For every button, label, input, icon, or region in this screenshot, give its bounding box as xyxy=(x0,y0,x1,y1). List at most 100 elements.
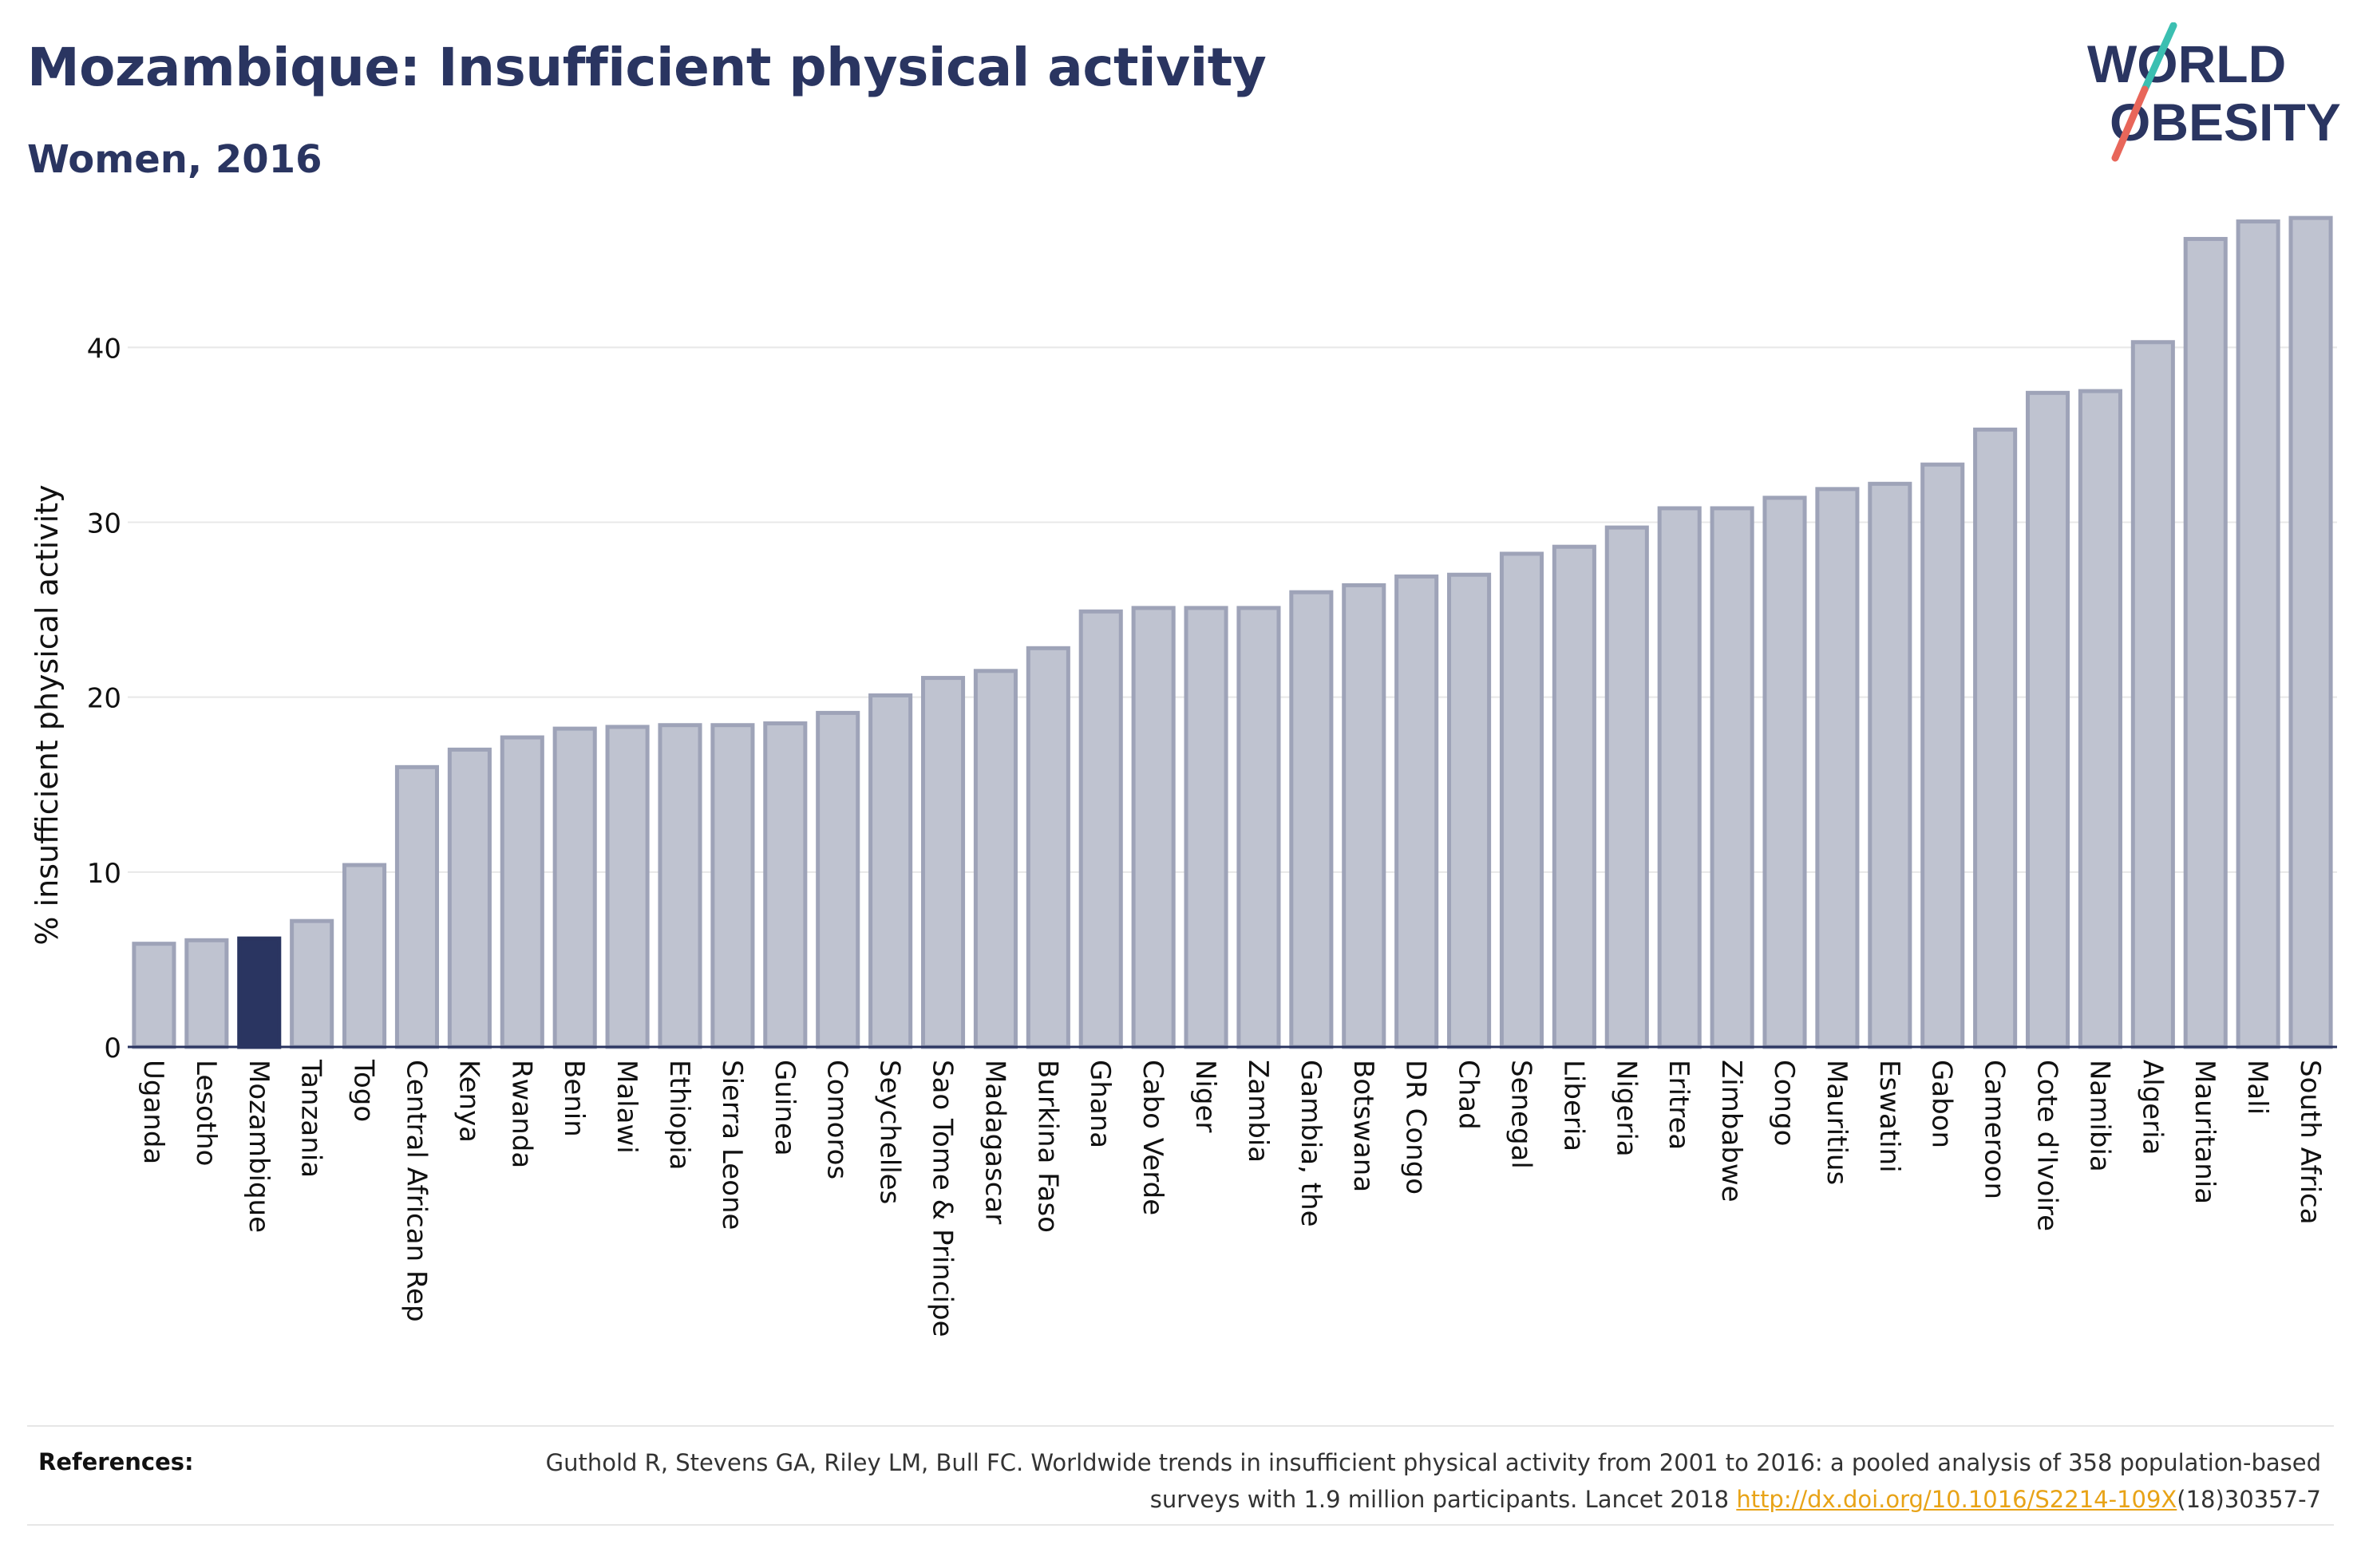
bar-kenya xyxy=(447,747,492,1049)
x-tick-label: Mozambique xyxy=(243,1060,275,1233)
bar-niger xyxy=(1184,606,1228,1049)
references-text: Guthold R, Stevens GA, Riley LM, Bull FC… xyxy=(485,1444,2321,1518)
x-tick-label: Rwanda xyxy=(505,1060,537,1168)
x-tick-label: Liberia xyxy=(1557,1060,1589,1151)
bar-burkina-faso xyxy=(1026,646,1070,1049)
y-tick-label: 10 xyxy=(87,858,121,890)
bar-chart: 0 10 20 30 40 Uganda Lesotho Mozambique Tanzani… xyxy=(30,215,2337,1337)
x-tick-label: Zambia xyxy=(1242,1060,1274,1163)
bar-gambia-the xyxy=(1289,590,1334,1049)
bar-zimbabwe xyxy=(1710,506,1754,1049)
x-tick-label: Nigeria xyxy=(1610,1060,1642,1157)
x-tick-label: Botswana xyxy=(1347,1060,1379,1192)
bar-mauritius xyxy=(1815,487,1860,1049)
bar-nigeria xyxy=(1604,525,1649,1049)
x-tick-label: Eritrea xyxy=(1663,1060,1695,1150)
y-tick-label: 20 xyxy=(87,683,121,715)
bar-sierra-leone xyxy=(710,723,755,1049)
bar-mozambique xyxy=(237,936,282,1049)
bar-rwanda xyxy=(500,735,544,1049)
x-tick-label: Togo xyxy=(348,1059,380,1122)
x-tick-label: Burkina Faso xyxy=(1031,1060,1063,1233)
x-tick-label: Sierra Leone xyxy=(716,1060,748,1230)
world-obesity-logo: WORLD OBESITY xyxy=(2087,22,2341,162)
bar-chad xyxy=(1447,572,1492,1049)
x-tick-label: Senegal xyxy=(1505,1060,1536,1169)
x-tick-label: Algeria xyxy=(2136,1060,2168,1155)
bar-eswatini xyxy=(1868,481,1912,1049)
bar-senegal xyxy=(1499,551,1544,1049)
bar-eritrea xyxy=(1657,506,1702,1049)
reference-citation: Guthold R, Stevens GA, Riley LM, Bull FC… xyxy=(545,1449,2321,1513)
bars xyxy=(132,215,2333,1049)
x-tick-label: Mauritius xyxy=(1821,1060,1853,1185)
logo-line1: WORLD xyxy=(2087,34,2286,93)
bar-zambia xyxy=(1236,606,1281,1049)
bar-congo xyxy=(1762,496,1807,1049)
x-tick-label: Chad xyxy=(1453,1060,1485,1130)
chart-subtitle: Women, 2016 xyxy=(27,137,322,182)
bar-cameroon xyxy=(1973,427,2018,1049)
x-tick-label: Zimbabwe xyxy=(1715,1060,1747,1203)
y-axis-label: % insufficient physical activity xyxy=(30,484,65,945)
bar-ghana xyxy=(1078,609,1123,1049)
bar-gabon xyxy=(1920,462,1965,1049)
y-tick-label: 0 xyxy=(104,1033,121,1064)
bar-tanzania xyxy=(290,918,334,1049)
x-tick-label: Cote d'Ivoire xyxy=(2031,1060,2063,1231)
x-tick-label: Malawi xyxy=(611,1060,643,1154)
bar-guinea xyxy=(763,721,808,1049)
bar-south-africa xyxy=(2288,215,2333,1049)
bar-madagascar xyxy=(973,669,1018,1049)
x-tick-label: Uganda xyxy=(137,1060,169,1164)
x-tick-label: Lesotho xyxy=(190,1060,222,1166)
x-tick-label: Madagascar xyxy=(979,1060,1010,1224)
bar-cote-d-ivoire xyxy=(2025,390,2070,1049)
y-tick-label: 40 xyxy=(87,333,121,365)
x-tick-label: Central African Rep xyxy=(400,1060,432,1322)
x-tick-label: Benin xyxy=(558,1060,590,1137)
bar-ethiopia xyxy=(658,723,702,1049)
bar-cabo-verde xyxy=(1131,606,1176,1049)
grid-lines xyxy=(128,346,2337,873)
logo-coral-slash xyxy=(2111,85,2149,162)
logo-teal-slash xyxy=(2141,22,2177,93)
x-tick-label: Namibia xyxy=(2083,1060,2115,1172)
x-tick-label: Mali xyxy=(2241,1060,2273,1115)
reference-citation-suffix: (18)30357-7 xyxy=(2177,1486,2321,1513)
bar-central-african-rep xyxy=(394,764,440,1049)
x-tick-label: Ghana xyxy=(1084,1060,1116,1148)
bar-togo xyxy=(342,863,387,1049)
x-tick-label: Cabo Verde xyxy=(1137,1060,1169,1215)
x-tick-label: Congo xyxy=(1768,1060,1800,1146)
bar-comoros xyxy=(816,710,860,1049)
x-tick-labels: Uganda Lesotho Mozambique Tanzania Togo Centr… xyxy=(137,1059,2326,1337)
x-tick-label: Guinea xyxy=(769,1060,801,1156)
x-tick-label: Tanzania xyxy=(295,1059,327,1178)
bar-botswana xyxy=(1342,583,1386,1049)
references-bottom-divider xyxy=(27,1524,2334,1526)
references-top-divider xyxy=(27,1425,2334,1427)
bar-algeria xyxy=(2130,340,2175,1049)
x-tick-label: Cameroon xyxy=(1979,1060,2011,1199)
bar-sao-tome-principe xyxy=(920,676,966,1049)
x-tick-label: Sao Tome & Principe xyxy=(927,1060,959,1337)
bar-uganda xyxy=(132,942,176,1049)
reference-doi-link[interactable]: http://dx.doi.org/10.1016/S2214-109X xyxy=(1736,1486,2177,1513)
references-label: References: xyxy=(38,1448,194,1475)
bar-lesotho xyxy=(184,938,229,1049)
x-tick-label: Comoros xyxy=(821,1060,853,1179)
chart-title: Mozambique: Insufficient physical activi… xyxy=(27,37,1267,98)
x-tick-label: Niger xyxy=(1189,1060,1221,1132)
x-tick-label: South Africa xyxy=(2294,1060,2326,1225)
x-tick-label: Gambia, the xyxy=(1295,1060,1327,1227)
y-tick-labels: 0 10 20 30 40 xyxy=(87,333,121,1064)
bar-dr-congo xyxy=(1394,574,1439,1049)
bar-liberia xyxy=(1552,544,1596,1049)
x-tick-label: Mauritania xyxy=(2189,1060,2221,1204)
bar-mauritania xyxy=(2183,236,2228,1049)
x-tick-label: Ethiopia xyxy=(663,1060,695,1170)
bar-benin xyxy=(552,726,597,1049)
x-tick-label: Gabon xyxy=(1926,1060,1958,1148)
bar-mali xyxy=(2236,219,2280,1049)
